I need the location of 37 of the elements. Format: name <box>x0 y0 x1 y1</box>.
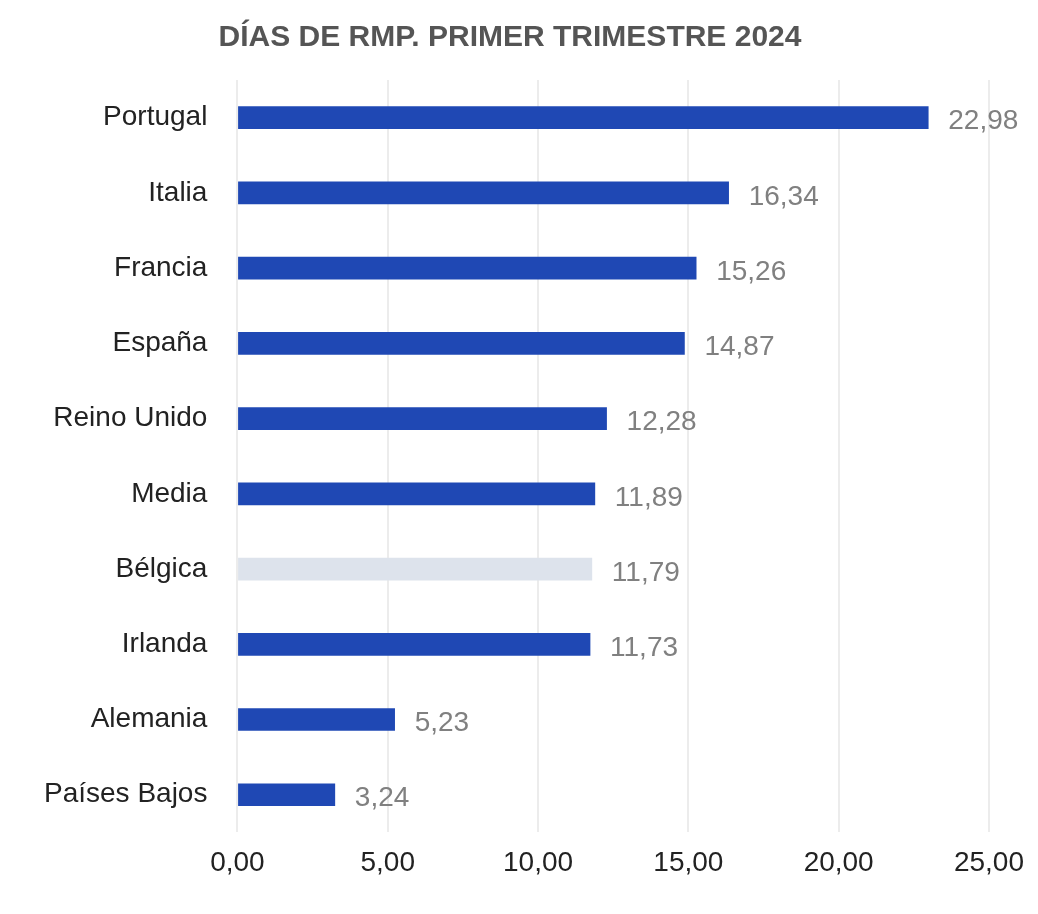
y-tick-label: Países Bajos <box>44 777 208 809</box>
y-tick-label: Italia <box>148 175 208 207</box>
bar <box>238 482 596 506</box>
bar <box>238 256 697 280</box>
data-label: 11,89 <box>614 480 683 512</box>
data-label: 22,98 <box>948 104 1019 136</box>
data-label: 12,28 <box>626 405 697 437</box>
bar <box>238 332 685 355</box>
bar <box>238 106 929 129</box>
y-tick-label: Alemania <box>90 702 208 734</box>
y-tick-label: Media <box>131 476 208 508</box>
y-tick-label: Portugal <box>103 100 208 132</box>
bar <box>238 181 729 205</box>
bar <box>238 783 336 807</box>
bar <box>238 632 591 656</box>
y-tick-label: España <box>112 326 208 358</box>
data-label: 11,79 <box>611 555 680 587</box>
x-tick-label: 20,00 <box>803 845 874 877</box>
data-label: 14,87 <box>704 330 775 362</box>
y-tick-label: Irlanda <box>121 627 208 659</box>
data-label: 16,34 <box>748 179 819 211</box>
data-label: 11,73 <box>610 631 679 663</box>
x-tick-label: 5,00 <box>360 845 415 877</box>
x-tick-label: 25,00 <box>953 845 1024 877</box>
bar <box>238 557 593 581</box>
x-tick-label: 10,00 <box>503 845 574 877</box>
bar <box>238 708 395 731</box>
x-tick-label: 0,00 <box>210 845 265 877</box>
bar <box>238 407 607 430</box>
y-tick-label: Reino Unido <box>53 401 208 433</box>
data-label: 5,23 <box>414 706 470 738</box>
y-tick-label: Bélgica <box>115 551 208 583</box>
data-label: 15,26 <box>716 254 787 286</box>
y-tick-label: Francia <box>114 250 208 282</box>
x-tick-label: 15,00 <box>653 845 724 877</box>
data-label: 3,24 <box>354 781 410 813</box>
chart-title: DÍAS DE RMP. PRIMER TRIMESTRE 2024 <box>218 19 802 53</box>
